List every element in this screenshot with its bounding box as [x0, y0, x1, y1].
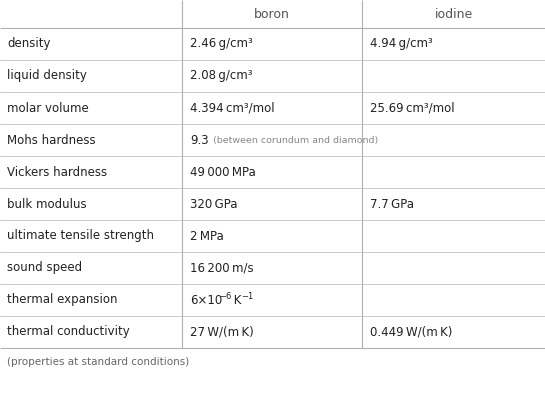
Text: 2.08 g/cm³: 2.08 g/cm³: [190, 70, 252, 83]
Text: iodine: iodine: [434, 7, 473, 20]
Text: sound speed: sound speed: [7, 261, 82, 274]
Text: K: K: [230, 294, 241, 307]
Text: 27 W/(m K): 27 W/(m K): [190, 325, 254, 338]
Text: 4.94 g/cm³: 4.94 g/cm³: [370, 37, 433, 50]
Text: Vickers hardness: Vickers hardness: [7, 165, 107, 178]
Text: 4.394 cm³/mol: 4.394 cm³/mol: [190, 101, 275, 114]
Text: 7.7 GPa: 7.7 GPa: [370, 198, 414, 211]
Text: 49 000 MPa: 49 000 MPa: [190, 165, 256, 178]
Text: 2.46 g/cm³: 2.46 g/cm³: [190, 37, 253, 50]
Text: 25.69 cm³/mol: 25.69 cm³/mol: [370, 101, 455, 114]
Text: (properties at standard conditions): (properties at standard conditions): [7, 357, 189, 367]
Text: 320 GPa: 320 GPa: [190, 198, 238, 211]
Text: ultimate tensile strength: ultimate tensile strength: [7, 230, 154, 242]
Text: 2 MPa: 2 MPa: [190, 230, 224, 242]
Text: −6: −6: [219, 292, 232, 301]
Text: −1: −1: [241, 292, 253, 301]
Text: (between corundum and diamond): (between corundum and diamond): [213, 136, 378, 145]
Text: Mohs hardness: Mohs hardness: [7, 134, 95, 147]
Text: 16 200 m/s: 16 200 m/s: [190, 261, 253, 274]
Text: bulk modulus: bulk modulus: [7, 198, 87, 211]
Text: boron: boron: [254, 7, 290, 20]
Text: liquid density: liquid density: [7, 70, 87, 83]
Text: density: density: [7, 37, 51, 50]
Text: 0.449 W/(m K): 0.449 W/(m K): [370, 325, 452, 338]
Text: thermal conductivity: thermal conductivity: [7, 325, 130, 338]
Text: 9.3: 9.3: [190, 134, 209, 147]
Text: 6×10: 6×10: [190, 294, 222, 307]
Text: molar volume: molar volume: [7, 101, 89, 114]
Text: thermal expansion: thermal expansion: [7, 294, 118, 307]
